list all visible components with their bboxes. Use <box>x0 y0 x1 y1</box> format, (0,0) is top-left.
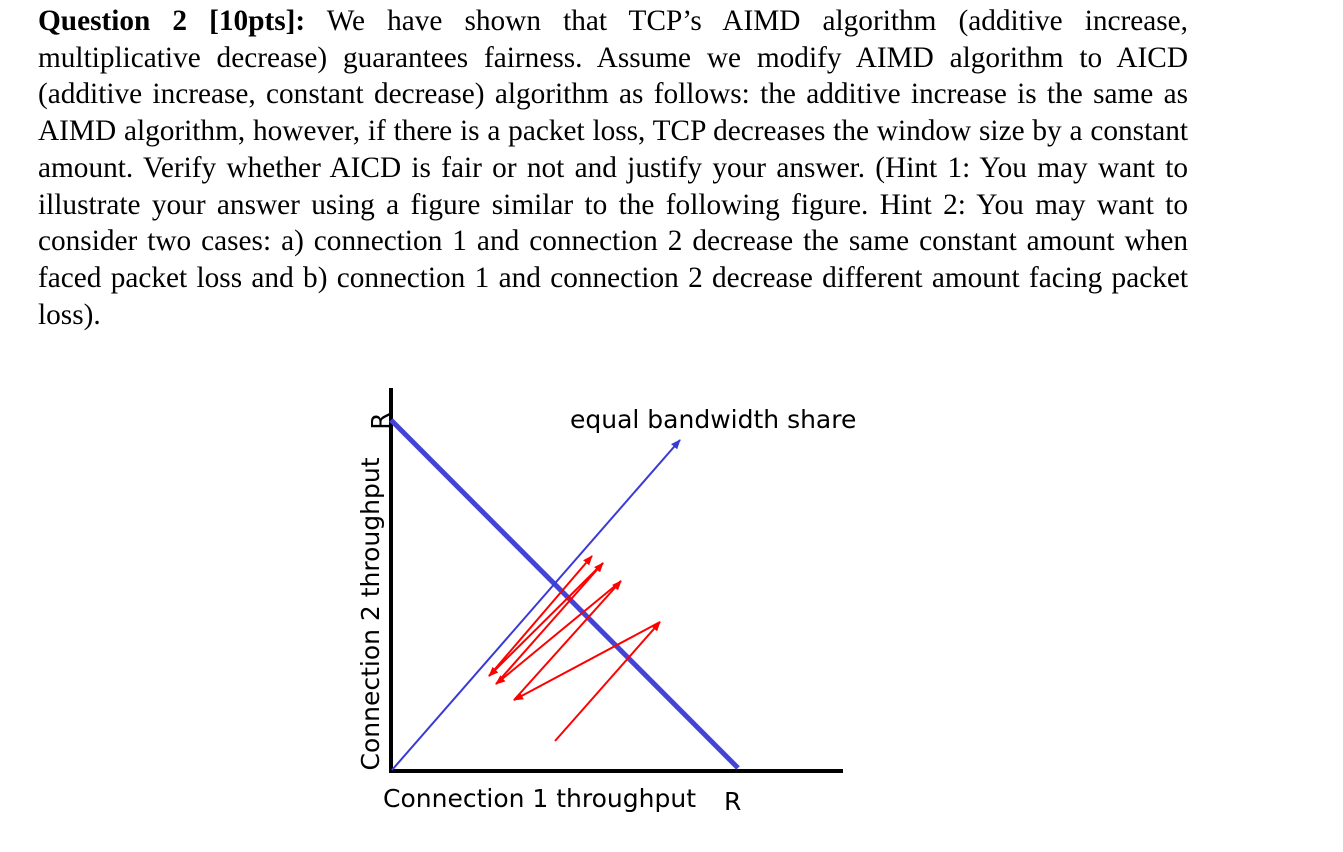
trajectory <box>488 555 661 742</box>
trajectory-segment <box>488 562 604 677</box>
trajectory-segment <box>488 555 593 677</box>
question-text: Question 2 [10pts]: We have shown that T… <box>38 3 1188 333</box>
x-axis-max-label: R <box>724 787 741 816</box>
trajectory-segment <box>554 621 661 742</box>
question-heading: Question 2 [10pts]: <box>38 5 306 37</box>
y-axis-label: Connection 2 throughput <box>356 457 385 770</box>
question-body: We have shown that TCP’s AIMD algorithm … <box>38 5 1188 331</box>
trajectory-segment <box>513 621 661 701</box>
trajectory-segment <box>495 580 622 685</box>
trajectory-segment <box>495 562 604 685</box>
trajectory-segment <box>513 580 622 701</box>
equal-share-line <box>391 439 681 771</box>
full-utilization-line <box>389 418 740 770</box>
equal-share-label: equal bandwidth share <box>570 405 856 434</box>
x-axis-label: Connection 1 throughput <box>383 784 696 813</box>
y-axis-max-label: R <box>366 412 395 429</box>
